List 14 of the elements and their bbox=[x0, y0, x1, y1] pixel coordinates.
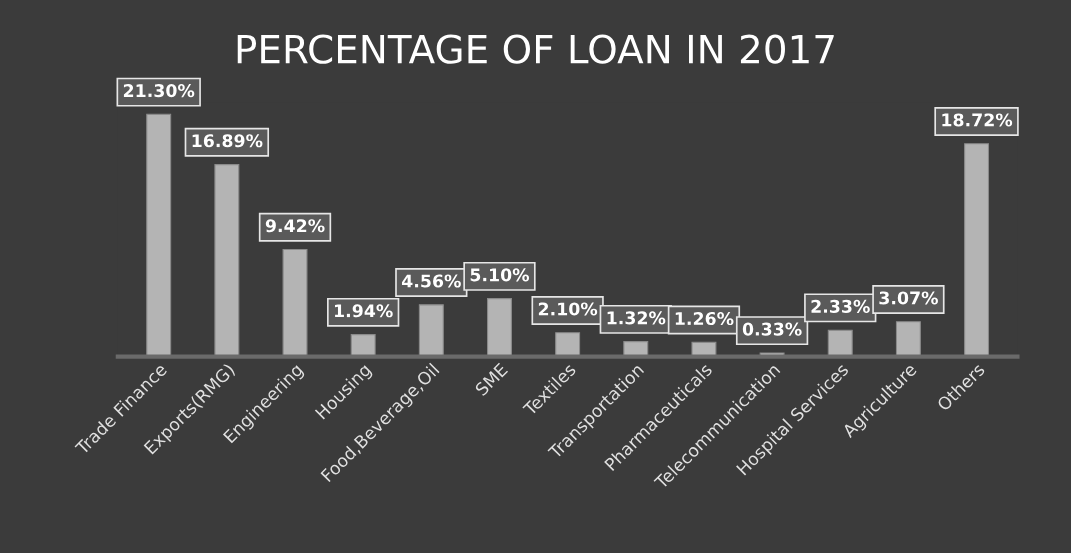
data-label: 16.89% bbox=[192, 134, 263, 148]
data-label: 0.33% bbox=[742, 322, 802, 336]
chart-title: PERCENTAGE OF LOAN IN 2017 bbox=[237, 34, 834, 64]
data-label: 5.10% bbox=[470, 268, 530, 282]
data-label: 2.33% bbox=[811, 299, 870, 313]
data-label: 2.10% bbox=[538, 302, 598, 316]
data-label: 21.30% bbox=[123, 84, 195, 98]
data-label: 1.94% bbox=[335, 304, 393, 318]
data-label: 9.42% bbox=[265, 219, 325, 233]
data-label: 18.72% bbox=[942, 113, 1013, 127]
data-label: 1.26% bbox=[675, 311, 734, 326]
data-label: 4.56% bbox=[401, 274, 461, 288]
data-label: 1.32% bbox=[607, 311, 666, 325]
data-label: 3.07% bbox=[879, 291, 938, 305]
